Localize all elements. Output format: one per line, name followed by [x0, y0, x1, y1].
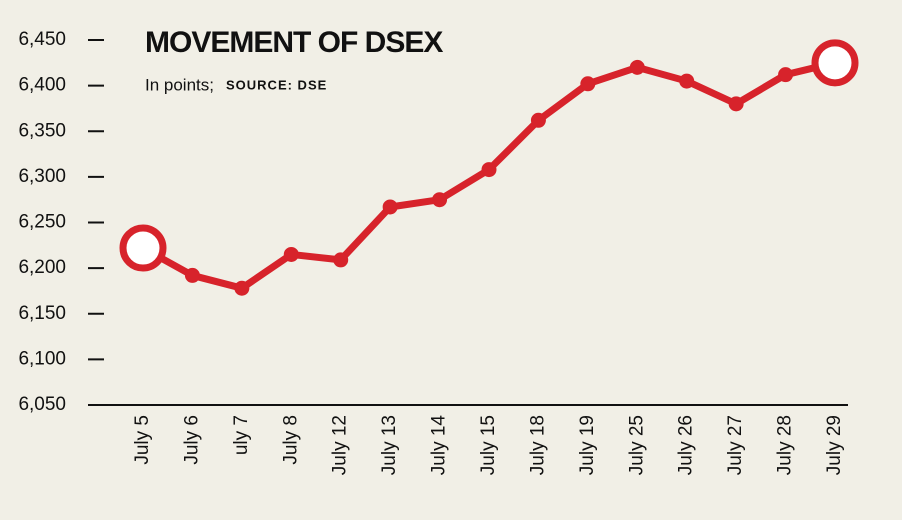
point-marker — [119, 224, 167, 272]
point-marker — [432, 192, 448, 208]
point-marker — [234, 280, 250, 296]
x-tick-label: July 29 — [824, 415, 845, 475]
x-tick-label: July 15 — [478, 415, 499, 475]
y-tick-label: 6,050 — [18, 394, 66, 415]
x-tick-label: July 28 — [775, 415, 796, 475]
y-tick-label: 6,400 — [18, 75, 66, 96]
point-marker — [811, 39, 859, 87]
x-tick-label: uly 7 — [231, 415, 252, 455]
point-marker — [629, 59, 645, 75]
point-marker — [679, 73, 695, 89]
x-tick-label: July 12 — [330, 415, 351, 475]
x-tick-label: July 19 — [577, 415, 598, 475]
y-tick-label: 6,300 — [18, 166, 66, 187]
point-marker — [778, 67, 794, 83]
y-tick-label: 6,250 — [18, 212, 66, 233]
chart-title: MOVEMENT OF DSEX — [145, 26, 443, 59]
point-marker — [728, 96, 744, 112]
point-marker — [333, 252, 349, 268]
x-tick-label: July 26 — [676, 415, 697, 475]
subtitle: In points; — [145, 75, 214, 94]
x-tick-label: July 14 — [429, 415, 450, 476]
point-marker — [382, 199, 398, 215]
source: SOURCE: DSE — [226, 77, 327, 92]
y-tick-label: 6,200 — [18, 257, 66, 278]
x-tick-label: July 18 — [527, 415, 548, 475]
y-tick-label: 6,150 — [18, 303, 66, 324]
point-marker — [184, 267, 200, 283]
x-tick-label: July 27 — [725, 415, 746, 475]
point-marker — [580, 76, 596, 92]
y-tick-label: 6,350 — [18, 120, 66, 141]
y-tick-label: 6,100 — [18, 348, 66, 369]
point-marker — [481, 162, 497, 178]
x-tick-label: July 25 — [626, 415, 647, 475]
x-tick-label: July 8 — [280, 415, 301, 465]
x-tick-label: July 5 — [132, 415, 153, 465]
x-tick-label: July 13 — [379, 415, 400, 475]
point-marker — [283, 246, 299, 262]
x-tick-label: July 6 — [181, 415, 202, 465]
y-tick-label: 6,450 — [18, 29, 66, 50]
point-marker — [530, 112, 546, 128]
